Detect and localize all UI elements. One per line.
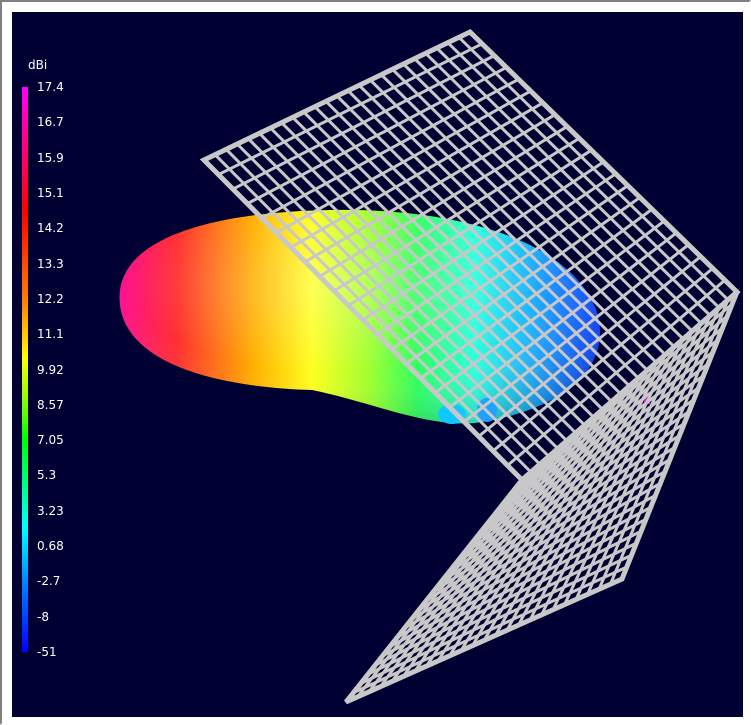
mesh-wire (447, 410, 690, 574)
mesh-wire (360, 553, 633, 685)
mesh-wire (455, 398, 695, 565)
mesh-wire (304, 113, 556, 264)
legend-tick-label: 8.57 (37, 397, 64, 412)
legend-unit-label: dBi (28, 58, 48, 72)
legend-tick-label: 16.7 (37, 115, 64, 130)
legend-tick-label: 0.68 (37, 539, 64, 554)
mesh-wire (506, 279, 726, 467)
mesh-wire (362, 160, 605, 322)
legend-tick-label: -51 (37, 645, 57, 659)
legend-tick-label: 15.1 (37, 185, 64, 200)
mesh-wire (391, 184, 629, 351)
mesh-wire (389, 505, 652, 648)
mesh-wire (405, 196, 641, 365)
legend-tick-label: 11.1 (37, 327, 64, 342)
mesh-wire (419, 208, 653, 380)
mesh-wire (232, 54, 495, 191)
legend-color-bar (22, 87, 28, 652)
mesh-wire (376, 172, 617, 336)
mesh-wire (352, 565, 628, 695)
mesh-wire (440, 422, 686, 584)
mesh-wire (506, 314, 729, 500)
mesh-wire (396, 493, 657, 639)
legend-tick-label: 3.23 (37, 503, 64, 518)
mesh-wire (367, 541, 638, 676)
mesh-wire (433, 434, 681, 593)
legend-tick-label: 9.92 (37, 362, 64, 377)
mesh-wire (403, 482, 662, 630)
mesh-wire (289, 101, 544, 249)
mesh-wire (434, 219, 666, 394)
mesh-wire (499, 326, 724, 509)
corner-reflector-mesh (199, 28, 741, 705)
mesh-wire (513, 302, 734, 491)
mesh-wire (333, 137, 581, 293)
mesh-wire (261, 77, 520, 220)
legend-tick-label: 14.2 (37, 221, 64, 236)
3d-pattern-viewport[interactable]: dBi 17.4 16.7 15.9 15.1 14.2 13.3 12.2 11.1 9.92… (12, 12, 743, 717)
mesh-wire (381, 517, 647, 658)
mesh-wire (246, 66, 508, 205)
legend-tick-label: 13.3 (37, 256, 64, 271)
legend-tick-label: 12.2 (37, 291, 64, 306)
scene-canvas (119, 28, 741, 705)
legend-tick-label: 17.4 (37, 80, 64, 94)
mesh-wire (484, 350, 714, 528)
legend-tick-label: 7.05 (37, 433, 64, 448)
mesh-wire (491, 338, 719, 519)
legend-tick-label: -2.7 (37, 574, 61, 589)
legend-tick-label: 15.9 (37, 150, 64, 165)
mesh-wire (347, 148, 593, 307)
mesh-wire (492, 267, 714, 453)
mesh-wire (425, 446, 676, 602)
mesh-wire (217, 42, 483, 176)
mesh-wire (462, 386, 700, 556)
mesh-wire (318, 125, 568, 278)
mesh-wire (275, 89, 532, 235)
mesh-wire (418, 458, 671, 611)
mesh-wire (448, 231, 678, 409)
mesh-wire (411, 470, 666, 621)
mesh-wire (463, 243, 690, 423)
mesh-wire (469, 374, 705, 546)
mesh-wire (477, 362, 710, 537)
legend-tick-label: 5.3 (37, 468, 57, 483)
mesh-wire (374, 529, 642, 667)
legend-tick-label: -8 (37, 609, 49, 624)
mesh-wire (477, 255, 702, 438)
